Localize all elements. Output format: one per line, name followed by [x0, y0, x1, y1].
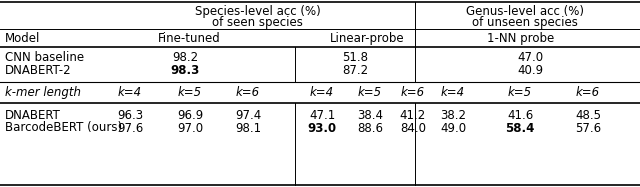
- Text: 47.0: 47.0: [517, 50, 543, 64]
- Text: 97.4: 97.4: [235, 108, 261, 122]
- Text: 49.0: 49.0: [440, 122, 466, 134]
- Text: k=4: k=4: [310, 85, 334, 99]
- Text: 93.0: 93.0: [307, 122, 337, 134]
- Text: 1-NN probe: 1-NN probe: [487, 31, 554, 45]
- Text: Model: Model: [5, 31, 40, 45]
- Text: of unseen species: of unseen species: [472, 16, 578, 28]
- Text: 40.9: 40.9: [517, 64, 543, 76]
- Text: 97.6: 97.6: [117, 122, 143, 134]
- Text: 41.6: 41.6: [507, 108, 533, 122]
- Text: k=5: k=5: [358, 85, 382, 99]
- Text: 38.2: 38.2: [440, 108, 466, 122]
- Text: 98.3: 98.3: [170, 64, 200, 76]
- Text: k=4: k=4: [118, 85, 142, 99]
- Text: 41.2: 41.2: [400, 108, 426, 122]
- Text: k=6: k=6: [236, 85, 260, 99]
- Text: 47.1: 47.1: [309, 108, 335, 122]
- Text: k=5: k=5: [508, 85, 532, 99]
- Text: 58.4: 58.4: [506, 122, 534, 134]
- Text: 98.2: 98.2: [172, 50, 198, 64]
- Text: k=4: k=4: [441, 85, 465, 99]
- Text: k=6: k=6: [401, 85, 425, 99]
- Text: 51.8: 51.8: [342, 50, 368, 64]
- Text: 96.3: 96.3: [117, 108, 143, 122]
- Text: 38.4: 38.4: [357, 108, 383, 122]
- Text: 57.6: 57.6: [575, 122, 601, 134]
- Text: CNN baseline: CNN baseline: [5, 50, 84, 64]
- Text: 88.6: 88.6: [357, 122, 383, 134]
- Text: k=6: k=6: [576, 85, 600, 99]
- Text: DNABERT-2: DNABERT-2: [5, 64, 72, 76]
- Text: Species-level acc (%): Species-level acc (%): [195, 4, 321, 18]
- Text: 48.5: 48.5: [575, 108, 601, 122]
- Text: 96.9: 96.9: [177, 108, 203, 122]
- Text: 98.1: 98.1: [235, 122, 261, 134]
- Text: 87.2: 87.2: [342, 64, 368, 76]
- Text: Genus-level acc (%): Genus-level acc (%): [466, 4, 584, 18]
- Text: BarcodeBERT (ours): BarcodeBERT (ours): [5, 122, 122, 134]
- Text: 97.0: 97.0: [177, 122, 203, 134]
- Text: k=5: k=5: [178, 85, 202, 99]
- Text: DNABERT: DNABERT: [5, 108, 61, 122]
- Text: k-mer length: k-mer length: [5, 85, 81, 99]
- Text: of seen species: of seen species: [212, 16, 303, 28]
- Text: Linear-probe: Linear-probe: [330, 31, 405, 45]
- Text: Fine-tuned: Fine-tuned: [157, 31, 220, 45]
- Text: 84.0: 84.0: [400, 122, 426, 134]
